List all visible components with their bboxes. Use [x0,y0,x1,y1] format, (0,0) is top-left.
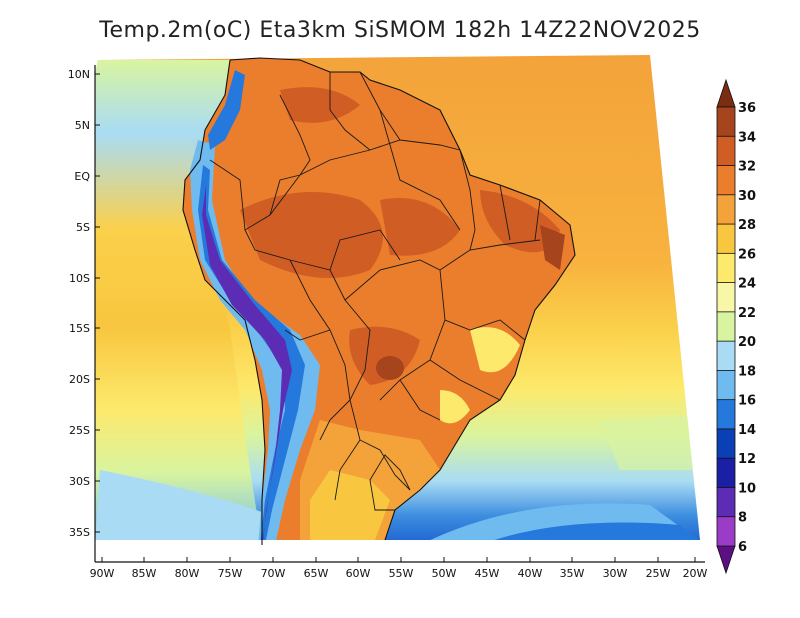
colorbar-swatch [716,223,736,255]
svg-text:10S: 10S [69,272,90,285]
lon-tick-75w: 75W [218,557,243,580]
lon-tick-45w: 45W [475,557,500,580]
svg-text:20S: 20S [69,373,90,386]
colorbar-label: 24 [738,277,756,292]
lat-tick-5s: 5S [76,221,100,234]
svg-text:75W: 75W [218,567,243,580]
svg-text:50W: 50W [432,567,457,580]
lon-tick-40w: 40W [518,557,543,580]
lon-tick-30w: 30W [603,557,628,580]
colorbar-label: 26 [738,247,756,262]
lon-tick-50w: 50W [432,557,457,580]
lat-tick-15s: 15S [69,322,100,335]
colorbar-label: 28 [738,218,756,233]
svg-text:80W: 80W [175,567,200,580]
svg-text:5S: 5S [76,221,90,234]
colorbar-swatch [716,311,736,342]
svg-text:65W: 65W [304,567,329,580]
lon-tick-25w: 25W [646,557,671,580]
svg-text:70W: 70W [261,567,286,580]
svg-text:40W: 40W [518,567,543,580]
colorbar-swatch [716,252,736,284]
colorbar-label: 22 [738,306,756,321]
lon-tick-55w: 55W [389,557,414,580]
lon-tick-20w: 20W [683,557,708,580]
map-borders [182,57,576,545]
colorbar-swatch [716,165,736,196]
lat-tick-25s: 25S [69,424,100,437]
colorbar-swatch [716,369,736,401]
colorbar-label: 8 [738,511,747,526]
colorbar-label: 14 [738,423,756,438]
svg-text:30W: 30W [603,567,628,580]
colorbar-swatch [716,457,736,489]
lat-tick-35s: 35S [69,526,100,539]
colorbar-label: 6 [738,540,747,555]
svg-text:5N: 5N [75,119,90,132]
svg-text:EQ: EQ [74,170,90,183]
lon-tick-70w: 70W [261,557,286,580]
svg-text:25S: 25S [69,424,90,437]
colorbar-swatch [716,516,736,547]
colorbar: 36 34 32 30 28 26 24 22 20 18 16 14 12 10 8 6 [716,78,756,575]
longitude-axis: 90W 85W 80W 75W 70W 65W 60W 55W 50W 45W … [90,557,708,580]
svg-text:55W: 55W [389,567,414,580]
lat-tick-5n: 5N [75,119,100,132]
colorbar-label: 32 [738,160,756,175]
lat-tick-10s: 10S [69,272,100,285]
colorbar-swatch [716,399,736,430]
colorbar-bottom-arrow [716,545,736,575]
lat-tick-30s: 30S [69,475,100,488]
colorbar-swatch [716,487,736,518]
colorbar-swatch [716,282,736,313]
svg-text:25W: 25W [646,567,671,580]
lon-tick-35w: 35W [560,557,585,580]
colorbar-label: 18 [738,364,756,379]
lon-tick-80w: 80W [175,557,200,580]
svg-text:90W: 90W [90,567,115,580]
svg-text:60W: 60W [346,567,371,580]
colorbar-label: 16 [738,394,756,409]
brazil-border [244,139,461,491]
lat-tick-20s: 20S [69,373,100,386]
svg-text:20W: 20W [683,567,708,580]
colorbar-label: 20 [738,335,756,350]
latitude-axis: 10N 5N EQ 5S 10S 15S 20S 25S 30S 35S [68,68,100,539]
lon-tick-85w: 85W [132,557,157,580]
colorbar-label: 36 [738,101,756,116]
colorbar-swatch [716,106,736,138]
colorbar-swatch [716,135,736,167]
svg-text:35W: 35W [560,567,585,580]
svg-text:85W: 85W [132,567,157,580]
svg-text:35S: 35S [69,526,90,539]
svg-text:15S: 15S [69,322,90,335]
colorbar-label: 12 [738,452,756,467]
lat-tick-10n: 10N [68,68,100,81]
colorbar-label: 30 [738,189,756,204]
lon-tick-60w: 60W [346,557,371,580]
lon-tick-90w: 90W [90,557,115,580]
colorbar-swatch [716,194,736,225]
colorbar-label: 10 [738,481,756,496]
svg-text:10N: 10N [68,68,90,81]
colorbar-label: 34 [738,130,756,145]
lon-tick-65w: 65W [304,557,329,580]
colorbar-swatch [716,340,736,372]
svg-text:45W: 45W [475,567,500,580]
colorbar-top-arrow [716,78,736,108]
map-title: Temp.2m(oC) Eta3km SiSMOM 182h 14Z22NOV2… [99,18,701,43]
colorbar-swatch [716,428,736,459]
map-frame [94,65,705,563]
svg-text:30S: 30S [69,475,90,488]
temperature-field [95,55,700,540]
lat-tick-eq: EQ [74,170,100,183]
